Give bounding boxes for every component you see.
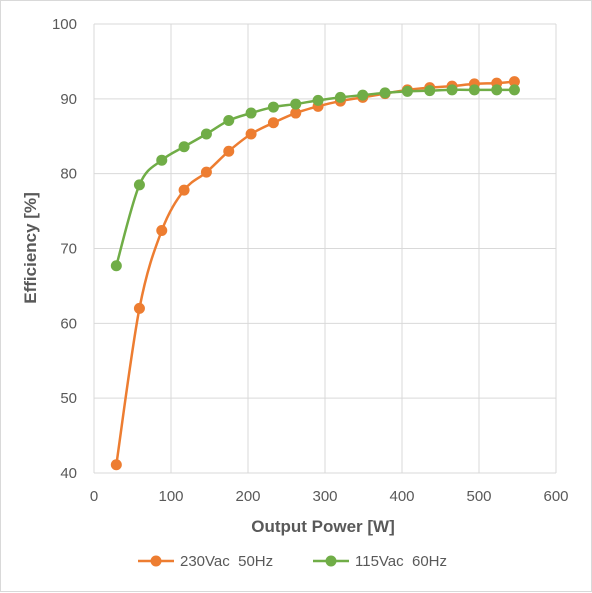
data-point: [156, 154, 168, 166]
y-tick-label: 50: [60, 390, 77, 407]
y-tick-label: 80: [60, 166, 77, 183]
data-point: [312, 94, 324, 106]
y-tick-label: 70: [60, 241, 77, 258]
data-point: [178, 141, 190, 153]
data-point: [223, 115, 235, 127]
data-point: [508, 76, 520, 88]
data-point: [200, 128, 212, 140]
data-point: [200, 166, 212, 178]
data-point: [446, 84, 458, 96]
x-tick-label: 600: [543, 488, 568, 505]
data-point: [133, 179, 145, 191]
data-point: [290, 107, 302, 119]
data-point: [156, 225, 168, 237]
data-point: [424, 85, 436, 97]
data-point: [267, 117, 279, 129]
data-point: [290, 98, 302, 110]
data-point: [110, 260, 122, 272]
data-point: [223, 145, 235, 157]
legend-label-1: 230Vac 50Hz: [180, 553, 273, 570]
y-tick-label: 60: [60, 315, 77, 332]
x-tick-label: 100: [158, 488, 183, 505]
data-point: [245, 107, 257, 119]
y-tick-label: 90: [60, 91, 77, 108]
grid: [93, 23, 557, 474]
data-point: [491, 84, 503, 96]
data-point: [468, 84, 480, 96]
x-axis-title: Output Power [W]: [251, 517, 395, 536]
data-point: [133, 302, 145, 314]
x-tick-label: 400: [389, 488, 414, 505]
data-point: [357, 89, 369, 101]
y-tick-label: 100: [52, 16, 77, 33]
data-point: [401, 85, 413, 97]
data-point: [334, 91, 346, 103]
series-line-1: [115, 80, 515, 465]
data-point: [245, 128, 257, 140]
legend-marker-1: [150, 555, 162, 567]
legend: 230Vac 50Hz 115Vac 60Hz: [138, 553, 447, 570]
legend-label-2: 115Vac 60Hz: [355, 553, 447, 570]
x-tick-label: 200: [235, 488, 260, 505]
data-point: [110, 459, 122, 471]
series-group: [110, 76, 520, 471]
y-axis-title: Efficiency [%]: [21, 192, 40, 303]
series-line-2: [115, 88, 515, 267]
tick-labels: 0 100 200 300 400 500 600 40 50 60 70 80 90 100: [52, 16, 569, 505]
data-point: [178, 184, 190, 196]
data-point: [267, 101, 279, 113]
legend-marker-2: [325, 555, 337, 567]
x-tick-label: 500: [466, 488, 491, 505]
x-tick-label: 0: [90, 488, 98, 505]
data-point: [508, 84, 520, 96]
x-tick-label: 300: [312, 488, 337, 505]
data-point: [379, 87, 391, 99]
y-tick-label: 40: [60, 465, 77, 482]
